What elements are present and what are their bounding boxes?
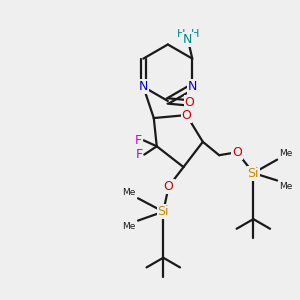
Text: N: N [183,33,193,46]
Text: O: O [182,109,191,122]
Text: O: O [164,180,174,193]
Text: F: F [135,134,142,147]
Text: O: O [232,146,242,159]
Text: F: F [135,148,142,161]
Text: N: N [139,80,148,93]
Text: Me: Me [122,188,136,197]
Text: O: O [184,96,194,109]
Text: Me: Me [122,222,136,231]
Text: H: H [177,29,185,39]
Text: Si: Si [248,167,259,179]
Text: Me: Me [280,182,293,191]
Text: Si: Si [158,205,169,218]
Text: H: H [191,29,200,39]
Text: Me: Me [280,149,293,158]
Text: N: N [188,80,197,93]
